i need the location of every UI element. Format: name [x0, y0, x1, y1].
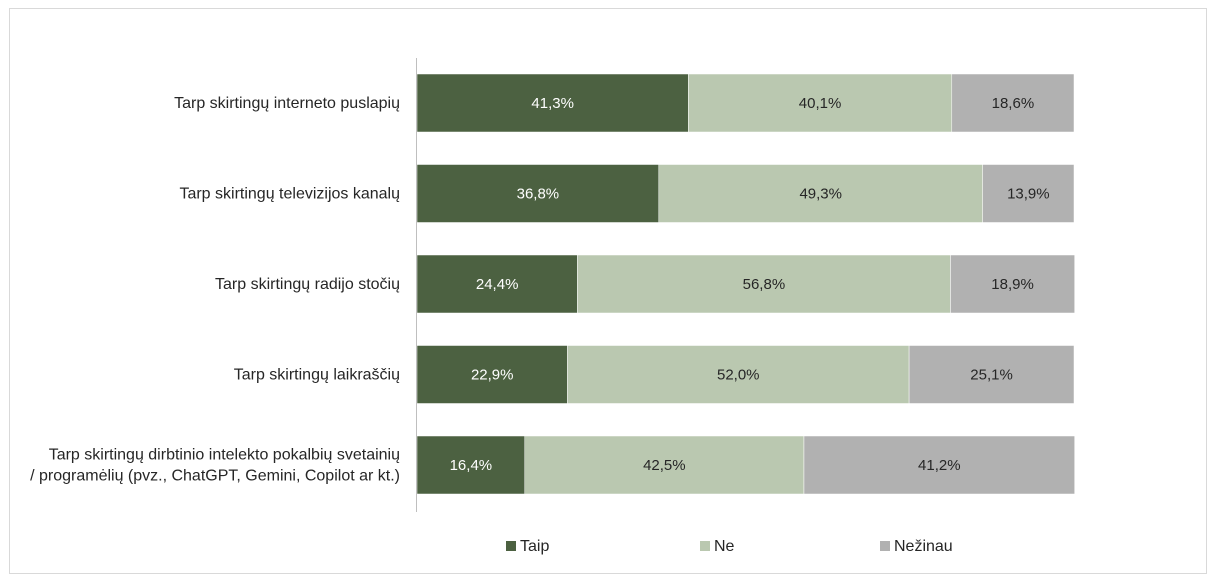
data-label: 41,3% — [531, 95, 574, 112]
category-label: Tarp skirtingų laikraščių — [234, 367, 400, 384]
legend: Taip Ne Nežinau — [506, 538, 953, 555]
legend-swatch-taip — [506, 541, 516, 551]
bar-segment-taip — [416, 73, 689, 133]
data-label: 22,9% — [471, 367, 514, 384]
bar-segment-ne — [577, 254, 951, 314]
bar-segment-taip — [416, 435, 525, 495]
data-label: 56,8% — [743, 276, 786, 293]
bar-segment-ne — [688, 73, 953, 133]
category-label: Tarp skirtingų interneto puslapių — [174, 95, 400, 112]
bar-segment-nežinau — [908, 345, 1075, 404]
category-label: Tarp skirtingų radijo stočių — [215, 276, 400, 293]
data-label: 52,0% — [717, 367, 760, 384]
data-label: 24,4% — [476, 276, 519, 293]
data-label: 25,1% — [970, 367, 1013, 384]
bar-segment-ne — [658, 164, 983, 223]
category-labels: Tarp skirtingų interneto puslapių Tarp sk… — [30, 95, 400, 485]
bar-segment-ne — [567, 345, 910, 404]
bar-segment-nežinau — [803, 435, 1075, 495]
data-label: 18,6% — [992, 95, 1035, 112]
legend-swatch-ne — [700, 541, 710, 551]
legend-swatch-nežinau — [880, 541, 890, 551]
category-label: / programėlių (pvz., ChatGPT, Gemini, Co… — [30, 468, 400, 485]
category-label: Tarp skirtingų televizijos kanalų — [179, 186, 400, 203]
data-label: 13,9% — [1007, 186, 1050, 203]
data-label: 42,5% — [643, 457, 686, 474]
bar-segment-ne — [524, 435, 805, 495]
bar-segment-nežinau — [950, 254, 1075, 314]
legend-label: Nežinau — [894, 538, 953, 555]
legend-label: Taip — [520, 538, 549, 555]
bar-segment-taip — [416, 254, 578, 314]
category-label: Tarp skirtingų dirbtinio intelekto pokal… — [49, 447, 400, 464]
data-label: 36,8% — [517, 186, 560, 203]
data-label: 41,2% — [918, 457, 961, 474]
data-label: 18,9% — [991, 276, 1034, 293]
bars-group: 41,3% 40,1% 18,6% 36,8% 49,3% 13,9% 24,4% 56,8%… — [416, 73, 1075, 495]
data-label: 49,3% — [799, 186, 842, 203]
legend-label: Ne — [714, 538, 735, 555]
data-label: 40,1% — [799, 95, 842, 112]
bar-segment-taip — [416, 164, 660, 223]
bar-segment-nežinau — [982, 164, 1075, 223]
data-label: 16,4% — [450, 457, 493, 474]
bar-segment-nežinau — [951, 73, 1075, 133]
